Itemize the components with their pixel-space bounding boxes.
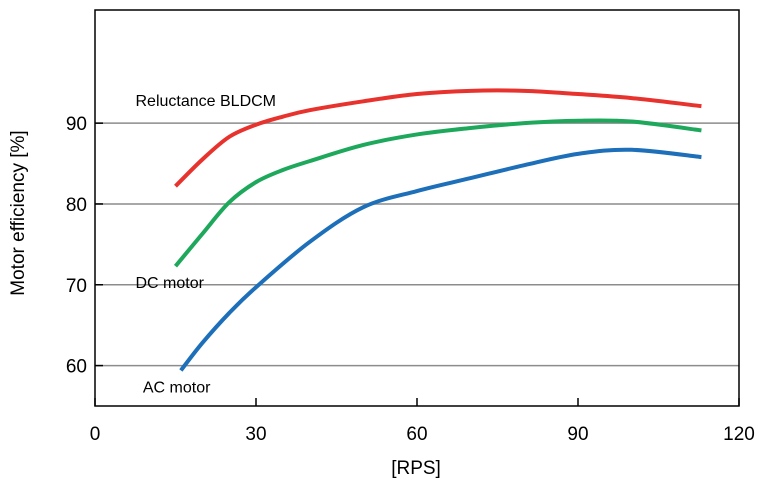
series-lines: [173, 88, 702, 372]
x-tick-label-0: 0: [90, 424, 101, 445]
series-line-reluctance-bldcm: [174, 88, 702, 188]
y-tick-label-60: 60: [66, 357, 87, 378]
series-line-dc-motor: [173, 118, 702, 268]
series-line-ac-motor: [179, 147, 702, 372]
x-tick-label-60: 60: [406, 424, 427, 445]
series-labels: Reluctance BLDCM DC motor AC motor: [136, 93, 277, 396]
y-tick-label-70: 70: [66, 276, 87, 297]
series-label-ac-motor: AC motor: [143, 379, 211, 396]
x-axis-title: [RPS]: [391, 458, 441, 478]
y-axis-title: Motor efficiency [%]: [8, 130, 29, 295]
x-tick-label-90: 90: [567, 424, 588, 445]
x-tick-label-120: 120: [723, 424, 755, 445]
x-tick-label-30: 30: [245, 424, 266, 445]
series-label-dc-motor: DC motor: [136, 275, 205, 292]
y-tick-label-80: 80: [66, 195, 87, 216]
axis-ticks: 60 70 80 90 0 30 60 90 120: [66, 114, 755, 445]
series-label-reluctance-bldcm: Reluctance BLDCM: [136, 93, 277, 110]
plot-frame: [94, 9, 740, 407]
y-tick-label-90: 90: [66, 114, 87, 135]
